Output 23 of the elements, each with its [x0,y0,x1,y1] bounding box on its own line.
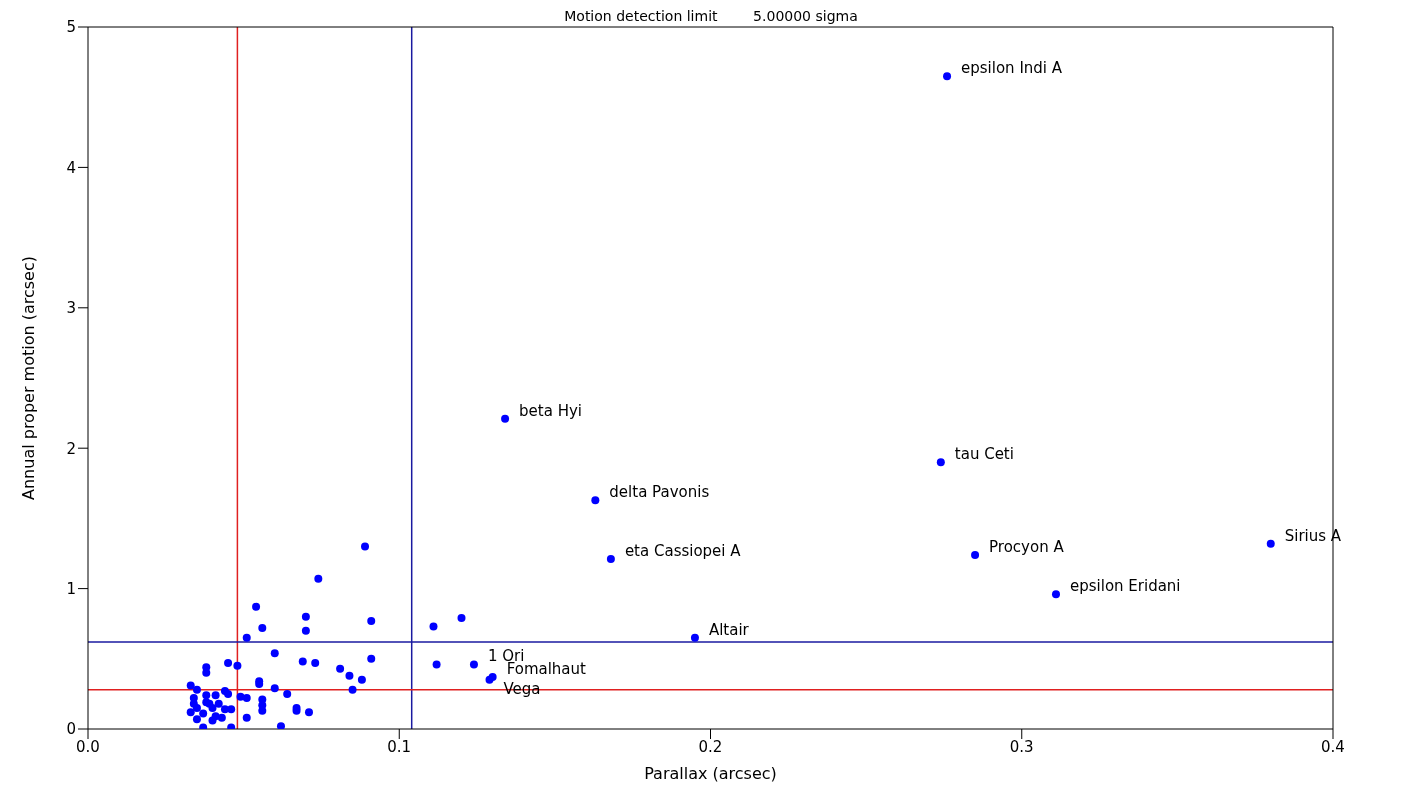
x-tick-label: 0.3 [1009,737,1034,756]
x-tick-label: 0.2 [698,737,723,756]
y-tick-label: 5 [66,18,76,37]
y-tick-label: 4 [66,158,76,177]
x-tick-label: 0.1 [387,737,412,756]
y-tick-label: 2 [66,439,76,458]
x-tick-label: 0.0 [76,737,100,756]
annotation: eta Cassiopei A [624,542,742,561]
annotation: epsilon Indi A [961,59,1063,78]
x-axis-title: Parallax (arcsec) [644,764,777,783]
annotation: delta Pavonis [609,483,710,502]
annotation: Sirius A [1284,526,1342,545]
y-tick-label: 0 [66,720,76,739]
annotation: beta Hyi [519,401,582,420]
annotation: Procyon A [989,537,1065,556]
y-tick-label: 3 [66,299,76,318]
chart-title: Motion detection limit 5.00000 sigma [560,8,862,24]
annotation: epsilon Eridani [1069,577,1181,596]
annotation: Altair [708,620,750,639]
y-axis-title: Annual proper motion (arcsec) [18,256,38,500]
annotation: tau Ceti [954,445,1014,464]
x-tick-label: 0.4 [1321,737,1345,756]
y-tick-label: 1 [66,579,76,598]
